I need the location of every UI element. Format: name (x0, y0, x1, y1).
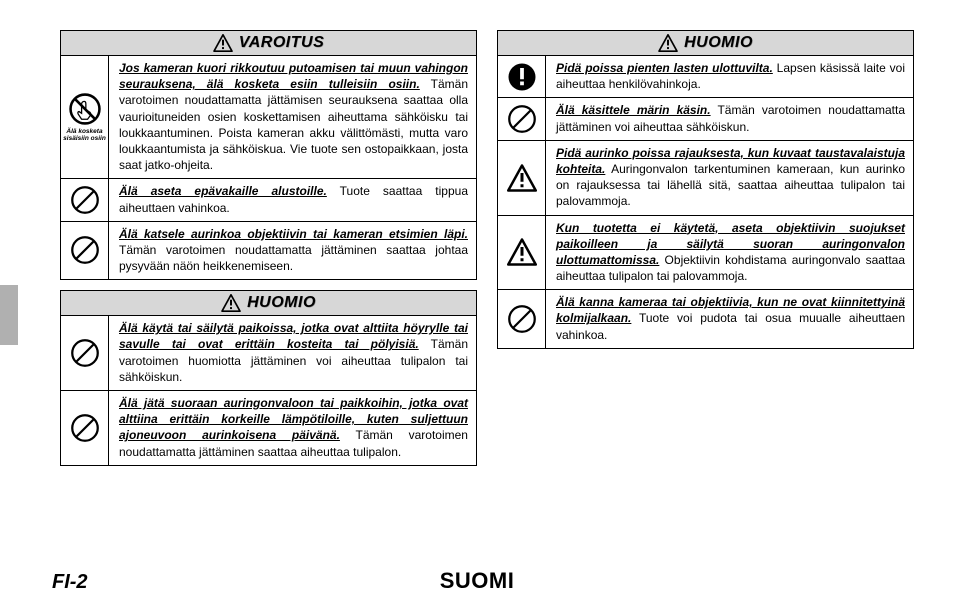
caution-header-label: HUOMIO (684, 34, 753, 52)
right-column: HUOMIO Pidä poissa pienten lasten ulottu… (497, 30, 914, 476)
prohibit-icon (70, 413, 100, 443)
warning-row: Älä katsele aurinkoa objektiivin tai kam… (61, 222, 476, 280)
lead-text: Älä aseta epävakaille alustoille. (119, 184, 327, 198)
prohibit-icon (507, 304, 537, 334)
page-side-tab (0, 285, 18, 345)
prohibit-icon (70, 338, 100, 368)
caution-row: Älä kanna kameraa tai objektiivia, kun n… (498, 290, 913, 348)
icon-cell (498, 98, 546, 139)
caution-text: Älä käytä tai säilytä paikoissa, jotka o… (109, 316, 476, 390)
icon-cell (498, 56, 546, 97)
warning-row: Älä aseta epävakaille alustoille. Tuote … (61, 179, 476, 221)
warning-row: Älä kosketa sisäisiin osiin Jos kameran … (61, 56, 476, 179)
no-touch-icon (68, 92, 102, 126)
caution-text: Älä käsittele märin käsin. Tämän varotoi… (546, 98, 913, 139)
lead-text: Jos kameran kuori rikkoutuu putoamisen t… (119, 61, 468, 91)
caution-text: Älä kanna kameraa tai objektiivia, kun n… (546, 290, 913, 348)
caution-text: Pidä aurinko poissa rajauksesta, kun kuv… (546, 141, 913, 215)
caution-row: Älä käsittele märin käsin. Tämän varotoi… (498, 98, 913, 140)
caution-header-label: HUOMIO (247, 294, 316, 312)
caution-box-left: HUOMIO Älä käytä tai säilytä paikoissa, … (60, 290, 477, 466)
lead-text: Pidä poissa pienten lasten ulottuvilta. (556, 61, 773, 75)
icon-caption: Älä kosketa sisäisiin osiin (63, 128, 106, 142)
caution-row: Kun tuotetta ei käytetä, aseta objektiiv… (498, 216, 913, 291)
page-number: FI-2 (52, 571, 88, 594)
body-text: Auringonvalon tarkentuminen kameraan, ku… (556, 162, 905, 208)
alert-triangle-icon (658, 34, 678, 52)
icon-cell: Älä kosketa sisäisiin osiin (61, 56, 109, 178)
alert-triangle-icon (221, 294, 241, 312)
prohibit-icon (70, 185, 100, 215)
lead-text: Älä katsele aurinkoa objektiivin tai kam… (119, 227, 468, 241)
caution-row: Älä jätä suoraan auringonvaloon tai paik… (61, 391, 476, 465)
caution-text: Pidä poissa pienten lasten ulottuvilta. … (546, 56, 913, 97)
icon-cell (498, 290, 546, 348)
warning-text: Älä aseta epävakaille alustoille. Tuote … (109, 179, 476, 220)
caution-box-right: HUOMIO Pidä poissa pienten lasten ulottu… (497, 30, 914, 349)
icon-cell (61, 179, 109, 220)
alert-triangle-icon (213, 34, 233, 52)
left-column: VAROITUS Älä kosketa sisäisiin osiin Jos… (60, 30, 477, 476)
icon-cell (61, 316, 109, 390)
icon-cell (498, 216, 546, 290)
language-label: SUOMI (440, 568, 515, 594)
page-content: VAROITUS Älä kosketa sisäisiin osiin Jos… (0, 0, 954, 476)
warning-text: Jos kameran kuori rikkoutuu putoamisen t… (109, 56, 476, 178)
caution-row: Pidä aurinko poissa rajauksesta, kun kuv… (498, 141, 913, 216)
icon-cell (61, 391, 109, 465)
caution-row: Älä käytä tai säilytä paikoissa, jotka o… (61, 316, 476, 391)
icon-cell (498, 141, 546, 215)
warning-header-label: VAROITUS (239, 34, 324, 52)
caution-header: HUOMIO (61, 291, 476, 316)
caution-text: Älä jätä suoraan auringonvaloon tai paik… (109, 391, 476, 465)
mandatory-icon (507, 62, 537, 92)
caution-text: Kun tuotetta ei käytetä, aseta objektiiv… (546, 216, 913, 290)
warning-header: VAROITUS (61, 31, 476, 56)
icon-cell (61, 222, 109, 280)
alert-triangle-icon (507, 238, 537, 266)
body-text: Tämän varotoimen noudattamatta jättämine… (119, 243, 468, 273)
alert-triangle-icon (507, 164, 537, 192)
prohibit-icon (70, 235, 100, 265)
lead-text: Älä käsittele märin käsin. (556, 103, 711, 117)
prohibit-icon (507, 104, 537, 134)
caution-header: HUOMIO (498, 31, 913, 56)
warning-text: Älä katsele aurinkoa objektiivin tai kam… (109, 222, 476, 280)
lead-text: Älä käytä tai säilytä paikoissa, jotka o… (119, 321, 468, 351)
body-text: Tämän varotoimen noudattamatta jättämise… (119, 77, 468, 172)
warning-box-left: VAROITUS Älä kosketa sisäisiin osiin Jos… (60, 30, 477, 280)
caution-row: Pidä poissa pienten lasten ulottuvilta. … (498, 56, 913, 98)
